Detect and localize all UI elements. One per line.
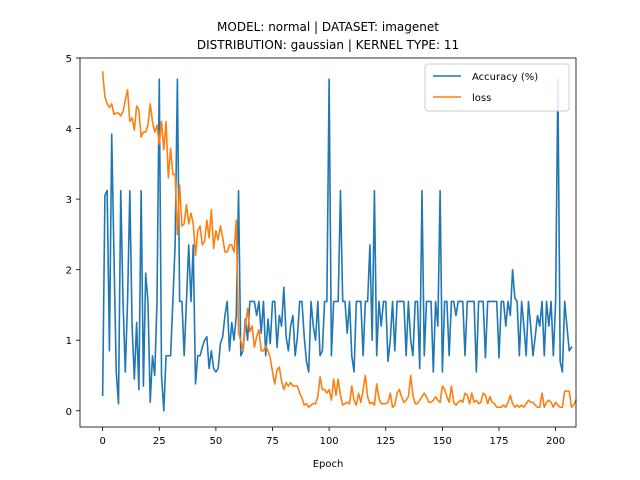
x-tick-label: 25 — [153, 436, 166, 447]
plot-area: 0 25 50 75 100 125 150 175 200 0 1 2 3 4 5 — [66, 54, 578, 447]
x-tick-label: 50 — [210, 436, 223, 447]
legend-label: Accuracy (%) — [472, 72, 538, 83]
chart-subtitle: DISTRIBUTION: gaussian | KERNEL TYPE: 11 — [197, 38, 459, 52]
legend-label: loss — [472, 93, 491, 104]
y-tick-label: 1 — [66, 336, 72, 347]
series-line-loss — [101, 71, 578, 409]
y-tick-label: 4 — [66, 125, 72, 136]
x-tick-label: 100 — [320, 436, 339, 447]
y-tick-label: 5 — [66, 54, 72, 65]
axes-frame — [79, 57, 577, 428]
x-tick-label: 0 — [99, 436, 105, 447]
x-tick-label: 75 — [266, 436, 279, 447]
x-axis-title: Epoch — [313, 459, 344, 470]
x-tick-label: 125 — [376, 436, 395, 447]
y-tick-label: 3 — [66, 195, 72, 206]
chart-title: MODEL: normal | DATASET: imagenet — [217, 20, 439, 34]
legend: Accuracy (%) loss — [424, 63, 570, 112]
y-tick-label: 2 — [66, 266, 72, 277]
x-tick-label: 150 — [433, 436, 452, 447]
series-line-accuracy — [101, 78, 573, 412]
x-tick-label: 200 — [546, 436, 565, 447]
y-tick-label: 0 — [66, 407, 72, 418]
x-tick-label: 175 — [489, 436, 508, 447]
